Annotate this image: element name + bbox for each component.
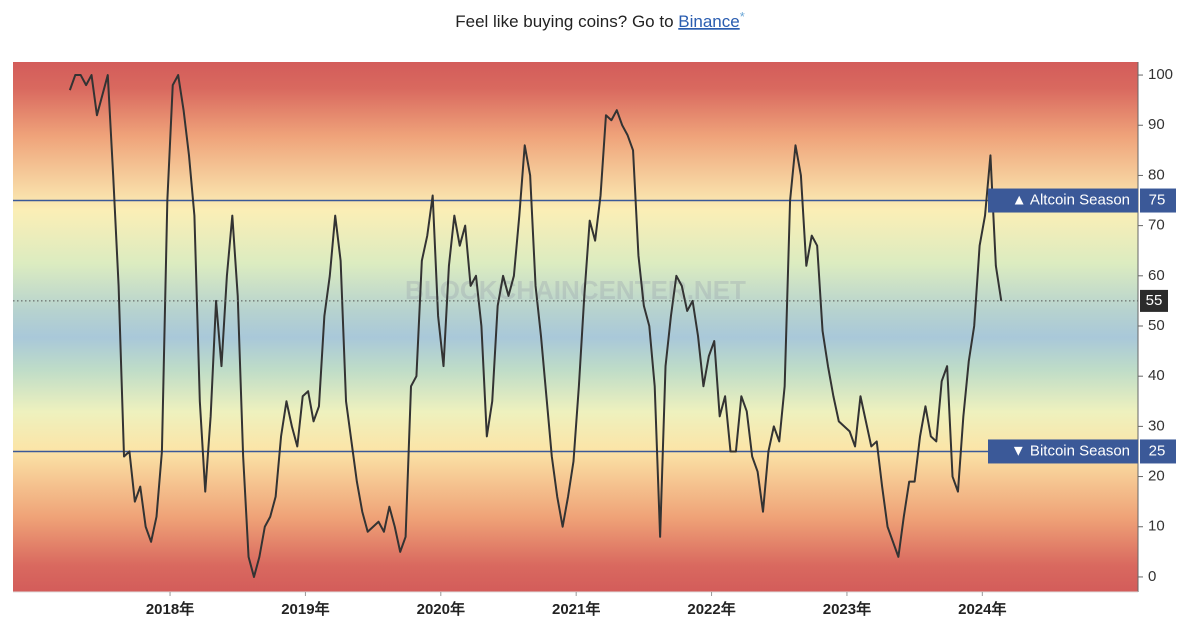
asterisk: * (740, 9, 745, 24)
threshold-value: 25 (1149, 442, 1166, 459)
y-tick-label: 100 (1148, 66, 1173, 83)
y-tick-label: 90 (1148, 116, 1165, 133)
x-tick-label: 2024年 (958, 600, 1006, 618)
current-label-box (1140, 289, 1168, 312)
x-tick-label: 2020年 (417, 600, 465, 618)
threshold-label: ▲ Altcoin Season (1012, 191, 1130, 208)
binance-link[interactable]: Binance (678, 12, 739, 31)
y-tick-label: 50 (1148, 317, 1165, 334)
index-line (68, 74, 1003, 578)
watermark: BLOCKCHAINCENTER.NET (405, 275, 746, 305)
x-tick-label: 2023年 (823, 600, 871, 618)
x-tick-label: 2018年 (146, 600, 194, 618)
y-tick-label: 20 (1148, 468, 1165, 485)
y-tick-label: 0 (1148, 568, 1156, 585)
plot-background (13, 62, 1138, 592)
promo-lead: Feel like buying coins? Go to (455, 12, 673, 31)
threshold-label-box (988, 188, 1138, 213)
y-tick-label: 30 (1148, 417, 1165, 434)
y-tick-label: 60 (1148, 267, 1165, 284)
current-label: 55 (1146, 292, 1163, 309)
x-tick-label: 2022年 (687, 600, 735, 618)
y-tick-label: 70 (1148, 217, 1165, 234)
threshold-label-box (988, 439, 1138, 464)
threshold-value: 75 (1149, 191, 1166, 208)
y-tick-label: 40 (1148, 367, 1165, 384)
threshold-value-box (1140, 439, 1176, 464)
x-tick-label: 2019年 (281, 600, 329, 618)
threshold-value-box (1140, 188, 1176, 213)
y-tick-label: 80 (1148, 166, 1165, 183)
x-tick-label: 2021年 (552, 600, 600, 618)
threshold-label: ▼ Bitcoin Season (1011, 442, 1130, 459)
promo-text: Feel like buying coins? Go to Binance* (455, 9, 745, 31)
y-tick-label: 10 (1148, 518, 1165, 535)
plot: BLOCKCHAINCENTER.NET 0 10 20 30 40 50 60 70 80 90 1… (13, 62, 1176, 618)
